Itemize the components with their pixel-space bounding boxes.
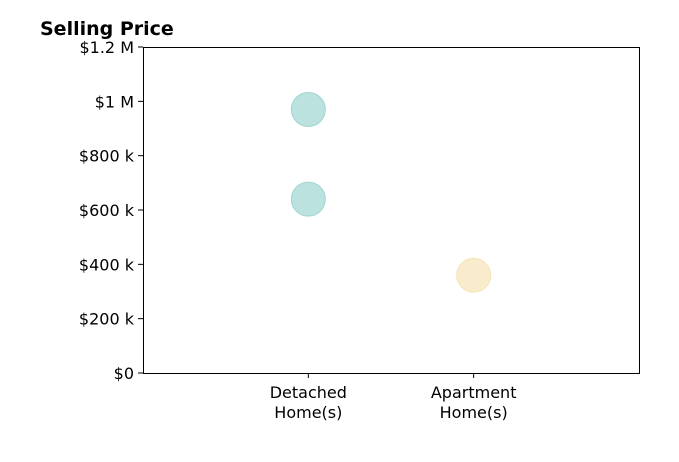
y-tick-label: $400 k: [79, 255, 135, 274]
plot-frame: [143, 47, 640, 374]
y-tick-label: $0: [114, 364, 134, 383]
data-points: [290, 91, 492, 293]
x-tick-label: Apartment Home(s): [431, 383, 517, 422]
plot-area: [143, 47, 640, 374]
y-axis: $0 $200 k $400 k $600 k $800 k $1 M $1.2 M: [79, 38, 143, 383]
data-point: [290, 91, 326, 127]
y-tick-label: $600 k: [79, 201, 135, 220]
chart-title: Selling Price: [40, 18, 174, 40]
data-point: [290, 181, 326, 217]
data-point: [456, 257, 492, 293]
x-axis: Detached Home(s) Apartment Home(s): [270, 373, 517, 422]
y-tick-label: $200 k: [79, 310, 135, 329]
y-tick-label: $1.2 M: [79, 38, 134, 57]
x-tick-label: Detached Home(s): [270, 383, 347, 422]
y-tick-label: $1 M: [95, 92, 134, 111]
y-tick-label: $800 k: [79, 147, 135, 166]
